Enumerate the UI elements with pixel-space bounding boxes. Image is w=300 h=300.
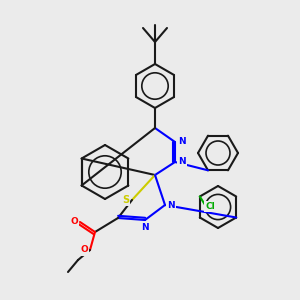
Text: O: O [80,245,88,254]
Text: S: S [122,195,129,205]
Text: N: N [167,200,175,209]
Text: O: O [70,218,78,226]
Text: Cl: Cl [206,202,216,211]
Text: N: N [178,158,186,166]
Text: N: N [141,223,149,232]
Text: N: N [178,137,186,146]
